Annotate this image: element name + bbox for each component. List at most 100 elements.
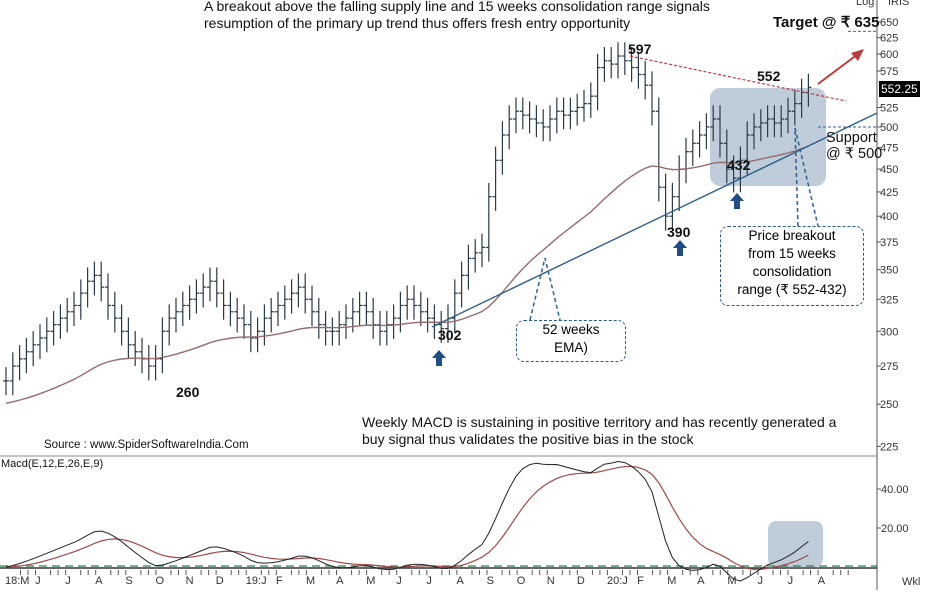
price-bar xyxy=(649,71,655,126)
price-bar xyxy=(424,297,431,333)
price-bar xyxy=(71,291,77,327)
price-bar xyxy=(234,297,241,333)
macd-note-line-1: Weekly MACD is sustaining in positive te… xyxy=(362,414,837,430)
price-bar xyxy=(139,338,145,374)
y-tick-label: 250 xyxy=(880,399,898,411)
price-bar xyxy=(553,97,560,134)
price-bar xyxy=(587,82,594,118)
price-bar xyxy=(16,345,23,381)
price-bar xyxy=(207,267,213,302)
price-bar xyxy=(771,105,778,138)
y-tick-label: 500 xyxy=(880,122,898,134)
y-tick-label: 600 xyxy=(880,49,898,61)
x-tick-label: J xyxy=(426,575,432,587)
breakout-callout-line-4: range (₹ 552-432) xyxy=(737,282,847,297)
x-tick-label: 18:M xyxy=(5,575,29,587)
x-tick-label: O xyxy=(156,575,165,587)
ema-callout-line-2: EMA) xyxy=(554,340,588,355)
x-tick-label: A xyxy=(95,575,103,587)
x-tick-label: 19:J xyxy=(246,575,267,587)
price-bar xyxy=(91,261,98,296)
price-bar xyxy=(581,89,587,122)
x-tick-label: F xyxy=(276,575,283,587)
price-bar xyxy=(111,291,118,333)
price-bar xyxy=(635,53,642,89)
price-bar xyxy=(377,310,383,346)
price-bar xyxy=(254,317,261,353)
x-tick-label: M xyxy=(366,575,375,587)
price-bar xyxy=(676,155,683,211)
breakout-callout-pointer xyxy=(794,127,819,227)
price-bar xyxy=(241,304,247,339)
price-bar xyxy=(417,291,424,327)
macd-signal-line xyxy=(5,465,809,570)
macd-y-tick-label: 40.00 xyxy=(881,484,909,496)
price-bar xyxy=(275,291,281,327)
x-tick-label: J xyxy=(788,575,794,587)
price-bar xyxy=(363,291,370,327)
target-arrow-shaft xyxy=(817,53,859,85)
price-bar xyxy=(492,146,499,211)
price-bar xyxy=(98,261,105,302)
price-bar xyxy=(64,297,71,333)
price-bar xyxy=(689,129,696,166)
up-arrow-icon xyxy=(432,350,446,366)
label-260: 260 xyxy=(176,384,200,400)
x-tick-label: A xyxy=(697,575,705,587)
x-tick-label: F xyxy=(637,575,644,587)
price-bar xyxy=(77,279,84,320)
price-bar xyxy=(723,129,730,184)
price-bar xyxy=(778,105,785,138)
x-tick-label: D xyxy=(216,575,224,587)
price-bar xyxy=(730,155,737,193)
price-bar xyxy=(533,105,540,138)
price-bar xyxy=(785,97,791,134)
price-bar xyxy=(757,109,764,142)
price-bar xyxy=(125,317,132,360)
label-302: 302 xyxy=(438,327,462,343)
y-tick-label: 300 xyxy=(880,326,898,338)
price-bar xyxy=(227,291,234,327)
price-bar xyxy=(717,105,723,158)
price-bar xyxy=(628,46,635,82)
price-bar xyxy=(193,279,200,314)
price-bar xyxy=(9,352,16,396)
macd-line xyxy=(5,461,809,582)
price-bar xyxy=(166,304,173,346)
price-bar xyxy=(37,324,43,360)
target-arrow-head xyxy=(851,49,864,61)
price-bar xyxy=(173,297,179,333)
price-bar xyxy=(560,97,567,130)
price-bar xyxy=(302,273,309,314)
y-tick-label: 325 xyxy=(880,294,898,306)
price-bar xyxy=(186,285,193,320)
price-bar xyxy=(329,317,336,346)
price-bar xyxy=(526,101,533,134)
price-bar xyxy=(608,46,615,79)
price-bar xyxy=(642,60,649,100)
price-bar xyxy=(30,331,37,367)
source-label: Source : www.SpiderSoftwareIndia.Com xyxy=(44,439,249,451)
ema-52-line xyxy=(5,145,809,404)
breakout-callout-line-1: Price breakout xyxy=(748,228,836,243)
x-tick-label: A xyxy=(336,575,344,587)
support-line-1: Support xyxy=(826,130,877,146)
price-bar xyxy=(567,97,574,130)
y-tick-label: 650 xyxy=(880,17,898,29)
price-bar xyxy=(50,310,57,346)
y-tick-label: 350 xyxy=(880,265,898,277)
price-bar xyxy=(683,137,689,184)
breakout-callout-line-3: consolidation xyxy=(752,264,832,279)
y-tick-label: 450 xyxy=(880,164,898,176)
y-tick-label: 475 xyxy=(880,142,898,154)
price-bar xyxy=(213,267,220,308)
price-bar xyxy=(397,291,404,333)
x-tick-label: A xyxy=(457,575,465,587)
price-bar xyxy=(84,267,91,308)
price-bar xyxy=(57,304,64,339)
ema-callout-line-1: 52 weeks xyxy=(542,322,600,337)
macd-y-tick-label: 20.00 xyxy=(881,523,909,535)
price-bar xyxy=(737,146,744,193)
price-bar xyxy=(615,42,621,79)
